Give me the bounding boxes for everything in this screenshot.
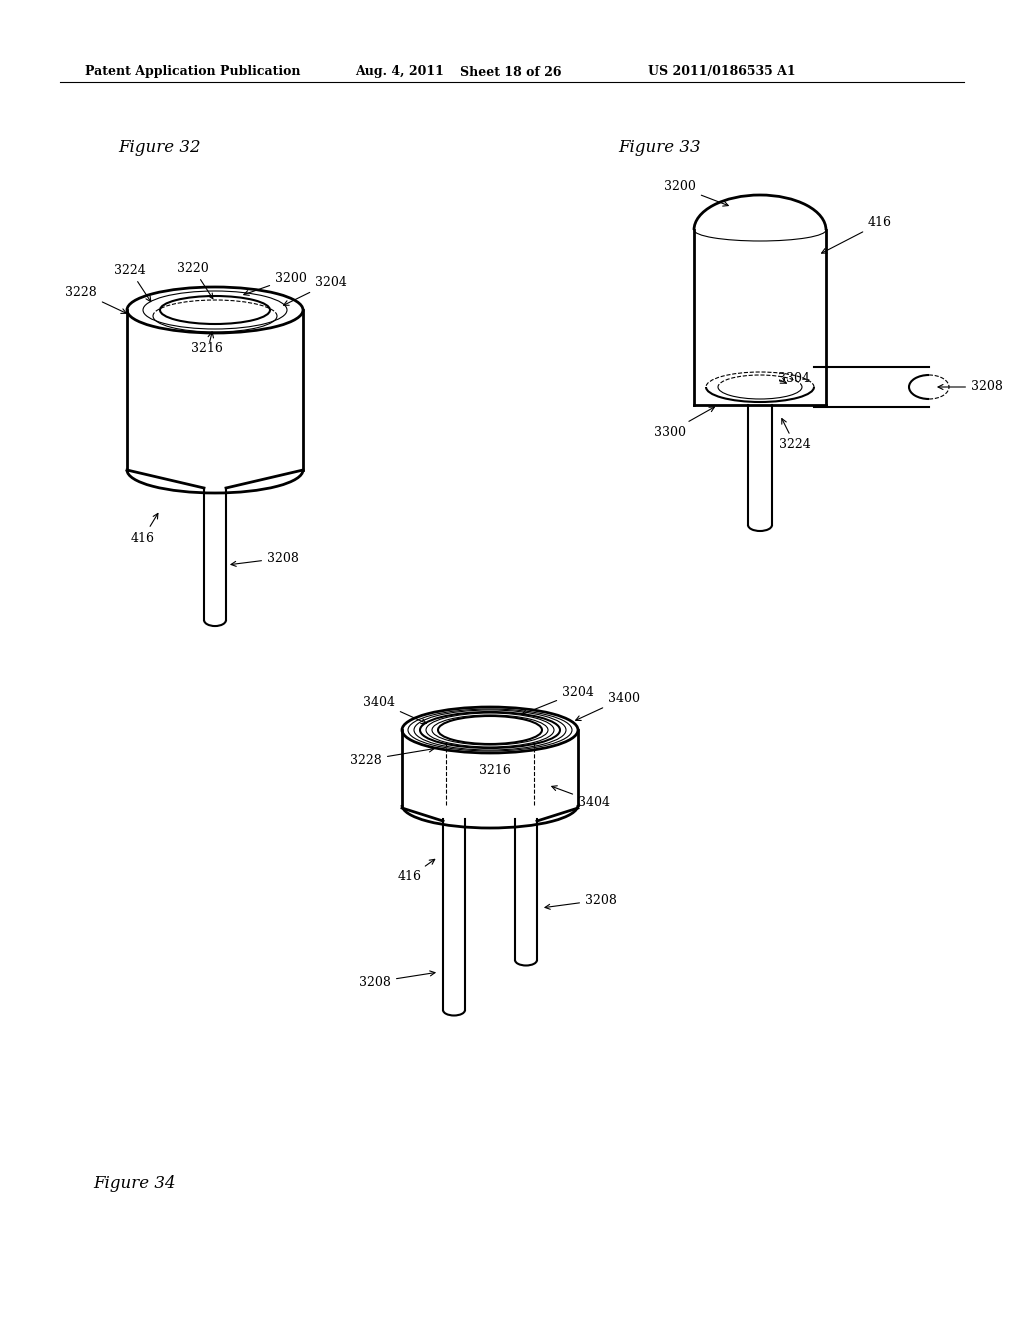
- Text: 3208: 3208: [545, 894, 616, 909]
- Text: 416: 416: [398, 859, 435, 883]
- Text: 3224: 3224: [779, 418, 811, 451]
- Text: 3304: 3304: [778, 372, 810, 385]
- Text: 3404: 3404: [362, 696, 426, 723]
- Text: 3208: 3208: [938, 380, 1002, 393]
- Text: 3204: 3204: [284, 276, 347, 305]
- Text: 3200: 3200: [664, 181, 728, 206]
- Text: 3220: 3220: [177, 261, 213, 298]
- Text: 3300: 3300: [654, 407, 715, 438]
- Text: 3216: 3216: [479, 763, 511, 776]
- Text: 3208: 3208: [231, 552, 299, 566]
- Text: 416: 416: [131, 513, 158, 544]
- Text: Figure 34: Figure 34: [93, 1175, 176, 1192]
- Text: 3404: 3404: [552, 785, 610, 808]
- Text: 3200: 3200: [244, 272, 307, 296]
- Text: 3208: 3208: [359, 972, 435, 989]
- Text: US 2011/0186535 A1: US 2011/0186535 A1: [648, 66, 796, 78]
- Text: 3400: 3400: [575, 692, 640, 721]
- Text: Sheet 18 of 26: Sheet 18 of 26: [460, 66, 561, 78]
- Text: 3216: 3216: [191, 342, 223, 355]
- Text: 3204: 3204: [522, 685, 594, 715]
- Text: Figure 32: Figure 32: [118, 140, 201, 157]
- Text: Figure 33: Figure 33: [618, 140, 700, 157]
- Text: 416: 416: [821, 216, 892, 253]
- Text: 3228: 3228: [350, 747, 434, 767]
- Text: 3228: 3228: [66, 285, 126, 313]
- Text: Aug. 4, 2011: Aug. 4, 2011: [355, 66, 443, 78]
- Text: Patent Application Publication: Patent Application Publication: [85, 66, 300, 78]
- Text: 3224: 3224: [114, 264, 151, 302]
